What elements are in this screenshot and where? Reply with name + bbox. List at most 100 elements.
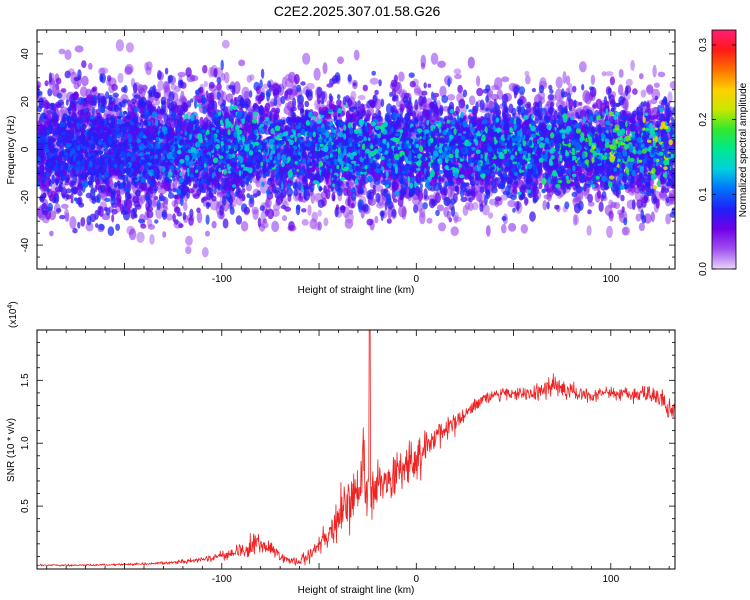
heatmap-cell <box>524 70 530 77</box>
heatmap-cell <box>182 212 187 221</box>
heatmap-cell <box>281 215 288 222</box>
heatmap-cell <box>334 206 339 218</box>
heatmap-cell <box>323 217 329 227</box>
heatmap-cell <box>273 96 278 107</box>
heatmap-cell <box>155 206 164 219</box>
heatmap-cell <box>164 67 169 75</box>
heatmap-cell <box>396 100 401 108</box>
heatmap-cell <box>608 210 614 222</box>
heatmap-cell <box>111 83 118 91</box>
heatmap-cell <box>664 188 670 193</box>
heatmap-cell <box>300 81 306 86</box>
heatmap-cell <box>516 201 520 212</box>
heatmap-cell <box>374 184 384 192</box>
heatmap-cell <box>47 202 53 212</box>
heatmap-cell <box>635 213 642 222</box>
heatmap-cell <box>598 201 604 212</box>
heatmap-cell <box>453 68 462 75</box>
heatmap-cell <box>634 186 641 194</box>
heatmap-cell <box>249 90 253 98</box>
heatmap-cell <box>481 203 490 216</box>
heatmap-cell <box>337 56 344 64</box>
heatmap-cell <box>154 98 160 106</box>
heatmap-cell <box>391 88 397 98</box>
heatmap-cell <box>412 110 417 119</box>
heatmap-cell <box>653 82 660 88</box>
heatmap-cell <box>575 196 582 202</box>
heatmap-cell <box>65 99 69 106</box>
heatmap-cell <box>571 191 578 198</box>
heatmap-cell <box>455 216 462 222</box>
heatmap-cell <box>390 79 398 88</box>
heatmap-cell <box>408 72 415 78</box>
heatmap-cell <box>501 223 507 234</box>
heatmap-cell <box>646 101 651 112</box>
heatmap-cell <box>638 105 642 112</box>
heatmap-cell <box>304 100 310 108</box>
heatmap-cell <box>579 61 587 73</box>
heatmap-cell <box>485 84 491 92</box>
heatmap-cell <box>56 92 63 99</box>
heatmap-cell <box>140 84 148 91</box>
heatmap-cell <box>104 206 108 212</box>
heatmap-cell <box>98 223 105 231</box>
heatmap-cell <box>479 99 485 111</box>
heatmap-cell <box>145 66 152 76</box>
heatmap-cell <box>413 204 419 214</box>
heatmap-cell <box>216 77 222 84</box>
heatmap-cell <box>501 76 510 83</box>
heatmap-cell <box>573 99 577 109</box>
heatmap-cell <box>546 201 550 210</box>
heatmap-cell <box>640 89 647 98</box>
heatmap-cell <box>56 208 62 213</box>
heatmap-cell <box>201 247 209 258</box>
heatmap-cell <box>353 49 360 61</box>
heatmap-cell <box>272 87 280 99</box>
heatmap-cell <box>537 90 545 101</box>
heatmap-cell <box>341 205 346 211</box>
heatmap-cell <box>199 116 204 127</box>
heatmap-cell <box>271 220 280 233</box>
heatmap-cell <box>167 192 175 199</box>
heatmap-cell <box>622 97 626 102</box>
heatmap-cell <box>260 68 265 79</box>
heatmap-cell <box>280 95 286 105</box>
heatmap-cell <box>665 213 671 225</box>
heatmap-cell <box>594 109 600 118</box>
heatmap-cell <box>174 219 179 225</box>
heatmap-cell <box>462 89 468 98</box>
heatmap-cell <box>202 196 208 201</box>
heatmap-cell <box>185 235 193 246</box>
heatmap-cell <box>546 192 553 202</box>
heatmap-cell <box>317 199 325 208</box>
heatmap-cell <box>618 84 624 96</box>
heatmap-cell <box>149 234 155 245</box>
heatmap-cell <box>345 211 354 224</box>
heatmap-cell <box>467 56 475 69</box>
heatmap-cell <box>669 81 675 89</box>
heatmap-cell <box>391 208 397 218</box>
heatmap-cell <box>443 185 448 197</box>
heatmap-cell <box>264 102 271 113</box>
heatmap-cell <box>185 246 192 255</box>
heatmap-cell <box>208 167 212 174</box>
heatmap-cell <box>347 196 351 207</box>
heatmap-cell <box>625 78 633 87</box>
heatmap-cell <box>501 110 509 120</box>
heatmap-cell <box>427 83 432 88</box>
heatmap-cell <box>112 92 119 98</box>
heatmap-cell <box>374 89 379 95</box>
heatmap-cell <box>513 90 518 99</box>
heatmap-cell <box>476 75 481 87</box>
heatmap-cell <box>404 182 409 188</box>
heatmap-cell <box>146 210 154 219</box>
heatmap-cell <box>587 209 592 215</box>
heatmap-cell <box>136 231 145 243</box>
heatmap-cell <box>494 199 499 208</box>
heatmap-cell <box>205 214 210 225</box>
heatmap-cell <box>605 71 614 77</box>
heatmap-cell <box>548 84 553 91</box>
heatmap-cell <box>253 193 258 198</box>
heatmap-cell <box>652 64 657 78</box>
heatmap-cell <box>246 75 252 83</box>
